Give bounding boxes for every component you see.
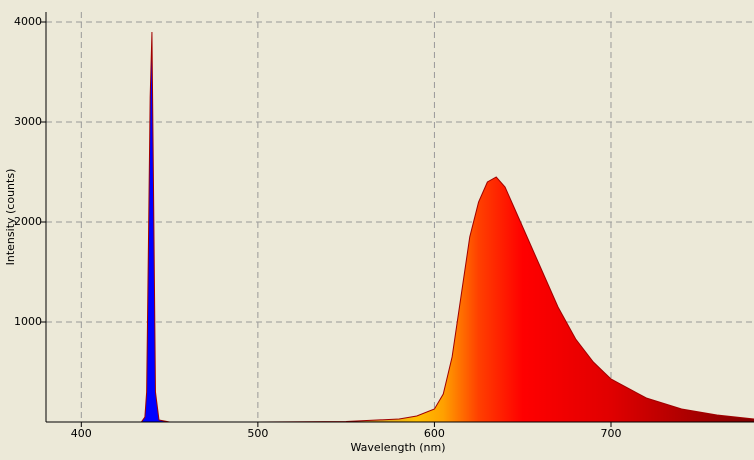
x-tick-label: 700 <box>600 427 621 440</box>
x-tick-label: 400 <box>71 427 92 440</box>
y-tick-label: 4000 <box>14 15 42 28</box>
y-axis-label: Intensity (counts) <box>4 169 17 266</box>
y-tick-label: 3000 <box>14 115 42 128</box>
y-tick-label: 1000 <box>14 315 42 328</box>
y-tick-label: 2000 <box>14 215 42 228</box>
x-tick-label: 600 <box>424 427 445 440</box>
x-axis-label: Wavelength (nm) <box>350 441 445 454</box>
line <box>134 31 754 423</box>
x-tick-label: 500 <box>247 427 268 440</box>
